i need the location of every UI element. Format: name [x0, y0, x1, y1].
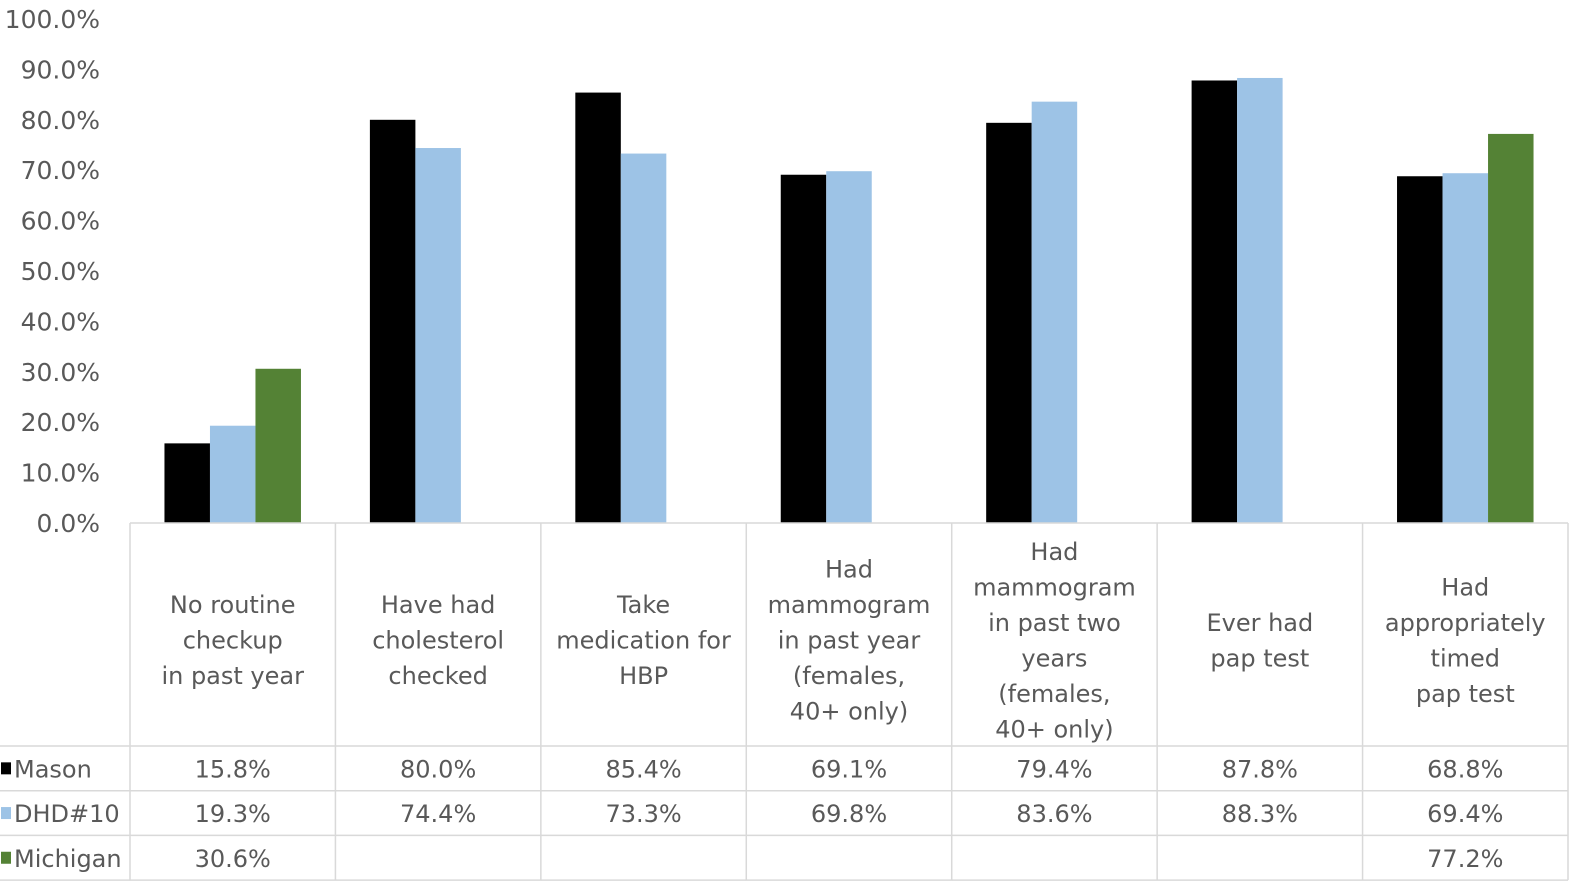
- category-label: checked: [388, 662, 487, 690]
- category-label: in past two: [988, 609, 1121, 637]
- category-label: pap test: [1210, 644, 1309, 672]
- table-value: 74.4%: [400, 800, 476, 828]
- y-tick-label: 40.0%: [21, 307, 100, 336]
- category-label: No routine: [170, 591, 296, 619]
- series-name: Michigan: [14, 845, 122, 873]
- y-tick-label: 50.0%: [21, 257, 100, 286]
- category-label: pap test: [1416, 680, 1515, 708]
- category-label: cholesterol: [372, 627, 504, 655]
- bar-dhd-10: [209, 425, 256, 523]
- legend-key-michigan: [1, 851, 11, 864]
- category-label: medication for: [556, 627, 731, 655]
- table-value: 79.4%: [1016, 755, 1092, 783]
- table-value: 19.3%: [195, 800, 271, 828]
- bar-dhd-10: [1442, 173, 1489, 523]
- category-label: in past year: [161, 662, 304, 690]
- bars: [164, 77, 1534, 524]
- y-tick-label: 70.0%: [21, 156, 100, 185]
- y-tick-label: 80.0%: [21, 106, 100, 135]
- table-value: 69.4%: [1427, 800, 1503, 828]
- table-value: 69.1%: [811, 755, 887, 783]
- category-label: Had: [1441, 573, 1489, 601]
- table-value: 15.8%: [195, 755, 271, 783]
- bar-dhd-10: [1237, 77, 1283, 523]
- category-label: (females,: [793, 662, 905, 690]
- y-axis: 0.0% 10.0% 20.0% 30.0% 40.0% 50.0% 60.0% 70.0% 8…: [5, 5, 100, 538]
- table-value: 77.2%: [1427, 845, 1503, 873]
- category-label: 40+ only): [790, 698, 908, 726]
- y-tick-label: 30.0%: [21, 358, 100, 387]
- legend-key-dhd-10: [1, 807, 11, 820]
- category-label: Had: [825, 556, 873, 584]
- bar-mason: [1397, 176, 1443, 524]
- y-tick-label: 10.0%: [21, 459, 100, 488]
- category-label: mammogram: [973, 573, 1136, 601]
- y-tick-label: 60.0%: [21, 207, 100, 236]
- category-label: HBP: [619, 662, 668, 690]
- table-value: 73.3%: [605, 800, 681, 828]
- table-value: 87.8%: [1222, 755, 1298, 783]
- table-value: 30.6%: [195, 845, 271, 873]
- bar-dhd-10: [826, 171, 872, 523]
- series-name: Mason: [14, 755, 92, 783]
- category-label: 40+ only): [995, 715, 1113, 743]
- bar-dhd-10: [415, 148, 461, 524]
- category-label: Ever had: [1206, 609, 1313, 637]
- category-label: appropriately: [1385, 609, 1546, 637]
- y-tick-label: 100.0%: [5, 5, 100, 34]
- table-value: 68.8%: [1427, 755, 1503, 783]
- bar-mason: [164, 443, 210, 523]
- category-label: years: [1021, 644, 1087, 672]
- table-value: 83.6%: [1016, 800, 1092, 828]
- bar-dhd-10: [1031, 101, 1078, 523]
- category-label: Take: [616, 591, 670, 619]
- legend-key-mason: [1, 762, 11, 775]
- table-value: 69.8%: [811, 800, 887, 828]
- category-label: timed: [1431, 644, 1500, 672]
- y-tick-label: 0.0%: [36, 509, 100, 538]
- category-label: checkup: [183, 627, 283, 655]
- y-tick-label: 90.0%: [21, 55, 100, 84]
- table-value: 88.3%: [1222, 800, 1298, 828]
- bar-michigan: [1488, 133, 1534, 524]
- bar-dhd-10: [620, 153, 667, 523]
- bar-michigan: [255, 368, 301, 523]
- series-name: DHD#10: [14, 800, 120, 828]
- y-tick-label: 20.0%: [21, 408, 100, 437]
- table-value: 80.0%: [400, 755, 476, 783]
- category-label: Have had: [381, 591, 496, 619]
- bar-mason: [780, 174, 827, 523]
- category-label: in past year: [778, 627, 921, 655]
- category-label: (females,: [998, 680, 1110, 708]
- category-label: mammogram: [768, 591, 931, 619]
- category-label: Had: [1030, 538, 1078, 566]
- bar-mason: [1191, 80, 1238, 523]
- data-table: No routine checkup in past year Have had cho…: [0, 522, 1569, 881]
- bar-mason: [369, 119, 416, 524]
- table-value: 85.4%: [605, 755, 681, 783]
- bar-mason: [986, 122, 1032, 523]
- bar-mason: [575, 92, 621, 524]
